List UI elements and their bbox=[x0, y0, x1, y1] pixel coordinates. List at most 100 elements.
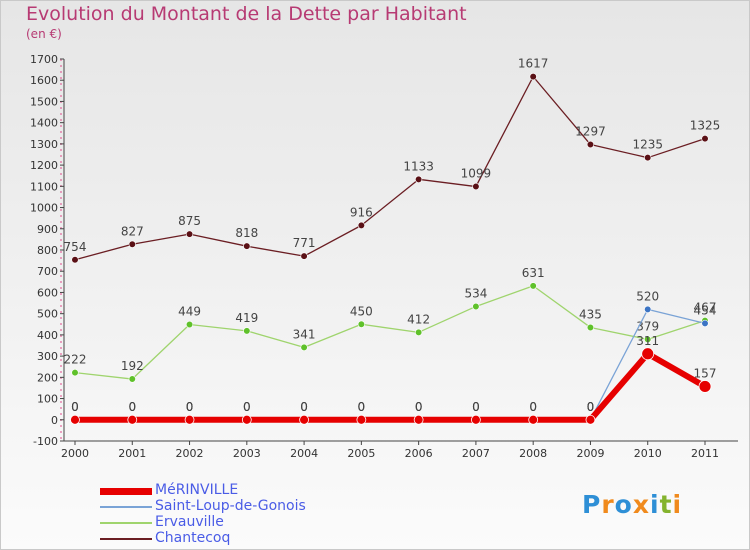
y-tick-label: 1400 bbox=[30, 117, 58, 130]
data-point bbox=[586, 140, 595, 149]
data-label: 1325 bbox=[690, 119, 721, 133]
data-point bbox=[357, 221, 365, 229]
data-point bbox=[128, 375, 136, 383]
data-point bbox=[644, 305, 652, 314]
data-label: 435 bbox=[579, 307, 602, 321]
data-label: 454 bbox=[694, 303, 717, 317]
y-tick-label: 1200 bbox=[30, 159, 58, 172]
series-chantecoq: 754 827 875 818 771 916 1133 1099 1617 1297 1235 13… bbox=[64, 57, 721, 264]
data-point bbox=[701, 134, 709, 143]
data-label: 631 bbox=[522, 266, 545, 280]
data-point bbox=[357, 320, 365, 328]
data-label: 419 bbox=[235, 311, 258, 325]
data-label: 0 bbox=[415, 400, 423, 414]
data-point bbox=[701, 319, 709, 328]
data-label: 0 bbox=[358, 400, 366, 414]
data-point bbox=[300, 252, 308, 260]
logo-letter: i bbox=[650, 490, 660, 519]
data-point bbox=[585, 414, 596, 425]
data-point bbox=[472, 182, 480, 191]
data-label: 0 bbox=[529, 400, 537, 414]
x-tick-label: 2002 bbox=[176, 447, 204, 460]
data-point bbox=[243, 327, 251, 335]
data-label: 157 bbox=[694, 366, 717, 380]
data-label: 0 bbox=[243, 400, 251, 414]
data-label: 0 bbox=[587, 400, 595, 414]
data-label: 0 bbox=[71, 400, 79, 414]
y-tick-label: 600 bbox=[37, 286, 58, 299]
data-label: 0 bbox=[529, 400, 537, 414]
data-label: 0 bbox=[128, 400, 136, 414]
x-tick-label: 2005 bbox=[347, 447, 375, 460]
logo-letter: P bbox=[582, 490, 602, 519]
data-label: 520 bbox=[636, 289, 659, 303]
series-line-saint-loup-de-gonois bbox=[75, 308, 706, 421]
data-label: 0 bbox=[415, 400, 423, 414]
data-point bbox=[356, 414, 367, 425]
data-label: 1133 bbox=[403, 159, 434, 173]
data-label: 818 bbox=[235, 226, 258, 240]
data-point bbox=[241, 414, 252, 425]
legend-swatch-saint-loup-de-gonois bbox=[100, 506, 152, 508]
data-label: 0 bbox=[358, 400, 366, 414]
data-label: 771 bbox=[293, 236, 316, 250]
data-label: 0 bbox=[186, 400, 194, 414]
data-label: 0 bbox=[71, 400, 79, 414]
x-tick-label: 2007 bbox=[462, 447, 490, 460]
x-tick-label: 2004 bbox=[290, 447, 318, 460]
x-tick-label: 2011 bbox=[691, 447, 719, 460]
data-point bbox=[471, 414, 481, 425]
data-label: 412 bbox=[407, 312, 430, 326]
data-point bbox=[127, 414, 138, 425]
x-tick-label: 2010 bbox=[634, 447, 662, 460]
y-tick-label: 1600 bbox=[30, 74, 58, 87]
data-label: 450 bbox=[350, 304, 373, 318]
proxiti-logo: Proxiti bbox=[582, 490, 682, 519]
data-label: 534 bbox=[464, 286, 487, 300]
legend-swatch-merinville bbox=[100, 488, 152, 495]
logo-letter: i bbox=[672, 490, 683, 519]
data-point bbox=[641, 347, 655, 361]
data-point bbox=[184, 414, 195, 425]
data-point bbox=[415, 328, 423, 336]
y-tick-label: 200 bbox=[37, 371, 58, 384]
data-label: 311 bbox=[636, 334, 659, 348]
data-point bbox=[415, 175, 423, 183]
x-tick-label: 2008 bbox=[519, 447, 547, 460]
y-tick-label: 1500 bbox=[30, 95, 58, 108]
data-point bbox=[586, 323, 595, 332]
data-label: 192 bbox=[121, 359, 144, 373]
chart-title: Evolution du Montant de la Dette par Hab… bbox=[26, 3, 467, 25]
y-tick-label: 1100 bbox=[30, 180, 58, 193]
y-tick-label: 100 bbox=[37, 393, 58, 406]
data-point bbox=[413, 414, 424, 425]
x-tick-label: 2003 bbox=[233, 447, 261, 460]
x-tick-label: 2000 bbox=[61, 447, 89, 460]
data-point bbox=[71, 369, 79, 377]
logo-letter: t bbox=[659, 490, 673, 519]
data-label: 222 bbox=[64, 353, 87, 367]
data-label: 0 bbox=[472, 400, 480, 414]
data-label: 1617 bbox=[518, 57, 549, 71]
data-point bbox=[472, 302, 480, 311]
x-tick-label: 2001 bbox=[118, 447, 146, 460]
x-tick-label: 2009 bbox=[576, 447, 604, 460]
data-point bbox=[698, 380, 712, 393]
y-tick-label: 700 bbox=[37, 265, 58, 278]
y-tick-label: 300 bbox=[37, 350, 58, 363]
series-line-merinville bbox=[75, 350, 707, 423]
legend-label-chantecoq: Chantecoq bbox=[155, 530, 231, 546]
data-point bbox=[529, 282, 537, 290]
legend-label-merinville: MéRINVILLE bbox=[155, 482, 239, 498]
data-label: 449 bbox=[178, 304, 201, 318]
logo-letter: r bbox=[601, 490, 615, 519]
y-tick-label: 1000 bbox=[30, 202, 58, 215]
data-label: 467 bbox=[694, 301, 717, 315]
data-point bbox=[300, 343, 308, 352]
y-tick-label: 400 bbox=[37, 329, 58, 342]
data-label: 0 bbox=[472, 400, 480, 414]
chart-subtitle: (en €) bbox=[26, 27, 62, 41]
data-label: 0 bbox=[128, 400, 136, 414]
